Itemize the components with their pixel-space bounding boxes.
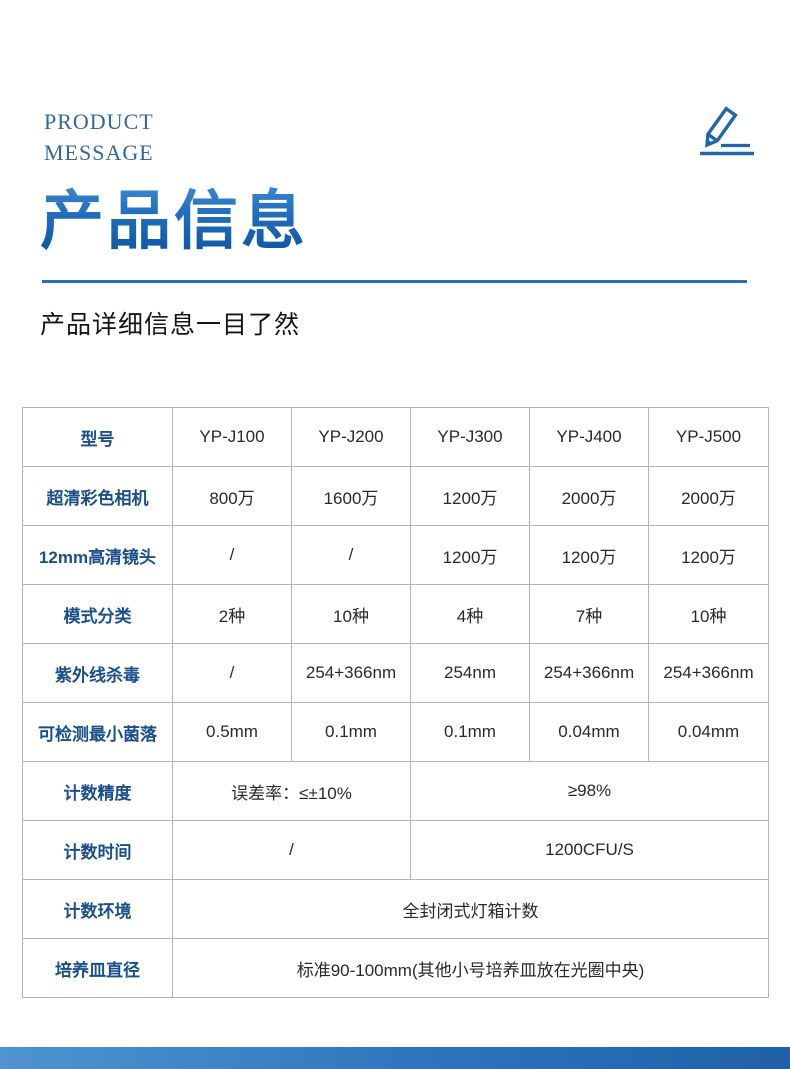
spec-cell: 标准90-100mm(其他小号培养皿放在光圈中央) bbox=[172, 938, 769, 998]
spec-cell: 0.5mm bbox=[172, 702, 292, 762]
table-row: 计数精度 误差率：≤±10% ≥98% bbox=[22, 761, 769, 821]
page-title: 产品信息 bbox=[40, 170, 308, 262]
spec-cell: 0.04mm bbox=[648, 702, 769, 762]
spec-cell: 254+366nm bbox=[291, 643, 411, 703]
spec-cell: 1200万 bbox=[529, 525, 649, 585]
spec-cell: 0.1mm bbox=[291, 702, 411, 762]
spec-cell: 800万 bbox=[172, 466, 292, 526]
pencil-edit-icon bbox=[696, 100, 758, 162]
spec-cell: 10种 bbox=[648, 584, 769, 644]
eyebrow-line2: MESSAGE bbox=[44, 140, 154, 165]
row-label: 超清彩色相机 bbox=[22, 466, 173, 526]
spec-table-body: 型号 YP-J100 YP-J200 YP-J300 YP-J400 YP-J500 超清彩… bbox=[22, 407, 769, 998]
table-row: 计数时间/1200CFU/S bbox=[22, 820, 769, 880]
row-label: 培养皿直径 bbox=[22, 938, 173, 998]
spec-cell: 1200CFU/S bbox=[410, 820, 769, 880]
pencil-tip bbox=[707, 139, 713, 145]
spec-cell: 2000万 bbox=[529, 466, 649, 526]
page-subtitle: 产品详细信息一目了然 bbox=[40, 312, 301, 339]
spec-cell: 1200万 bbox=[648, 525, 769, 585]
row-label: 计数精度 bbox=[22, 761, 173, 821]
row-label: 型号 bbox=[22, 407, 173, 467]
spec-cell: 10种 bbox=[291, 584, 411, 644]
spec-cell: 7种 bbox=[529, 584, 649, 644]
eyebrow-line1: PRODUCT bbox=[44, 109, 154, 134]
spec-cell: 全封闭式灯箱计数 bbox=[172, 879, 769, 939]
spec-cell: 1200万 bbox=[410, 466, 530, 526]
eyebrow-text: PRODUCT MESSAGE bbox=[44, 106, 154, 168]
spec-cell: 误差率：≤±10% bbox=[172, 761, 411, 821]
table-row: 模式分类 2种 10种 4种 7种 10种 bbox=[22, 584, 769, 644]
row-label: 模式分类 bbox=[22, 584, 173, 644]
spec-cell: YP-J400 bbox=[529, 407, 649, 467]
spec-cell: / bbox=[172, 643, 292, 703]
table-row: 12mm高清镜头 //1200万 1200万 1200万 bbox=[22, 525, 769, 585]
table-row: 计数环境 全封闭式灯箱计数 bbox=[22, 879, 769, 939]
spec-cell: YP-J500 bbox=[648, 407, 769, 467]
spec-cell: 1200万 bbox=[410, 525, 530, 585]
row-label: 可检测最小菌落 bbox=[22, 702, 173, 762]
title-divider bbox=[42, 280, 747, 283]
spec-cell: 2000万 bbox=[648, 466, 769, 526]
spec-cell: 1600万 bbox=[291, 466, 411, 526]
bottom-accent-bar bbox=[0, 1047, 790, 1069]
spec-cell: 254nm bbox=[410, 643, 530, 703]
spec-cell: 4种 bbox=[410, 584, 530, 644]
table-row: 培养皿直径 标准90-100mm(其他小号培养皿放在光圈中央) bbox=[22, 938, 769, 998]
row-label: 计数环境 bbox=[22, 879, 173, 939]
table-row: 紫外线杀毒/254+366nm 254nm 254+366nm 254+366nm bbox=[22, 643, 769, 703]
spec-cell: 2种 bbox=[172, 584, 292, 644]
spec-cell: / bbox=[172, 525, 292, 585]
spec-cell: 0.1mm bbox=[410, 702, 530, 762]
spec-cell: / bbox=[291, 525, 411, 585]
row-label: 计数时间 bbox=[22, 820, 173, 880]
spec-cell: 254+366nm bbox=[648, 643, 769, 703]
spec-cell: ≥98% bbox=[410, 761, 769, 821]
spec-cell: / bbox=[172, 820, 411, 880]
spec-cell: 0.04mm bbox=[529, 702, 649, 762]
table-row: 超清彩色相机 800万 1600万 1200万 2000万 2000万 bbox=[22, 466, 769, 526]
spec-cell: YP-J300 bbox=[410, 407, 530, 467]
spec-cell: YP-J200 bbox=[291, 407, 411, 467]
row-label: 12mm高清镜头 bbox=[22, 525, 173, 585]
table-row: 可检测最小菌落 0.5mm 0.1mm 0.1mm 0.04mm 0.04mm bbox=[22, 702, 769, 762]
spec-table: 型号 YP-J100 YP-J200 YP-J300 YP-J400 YP-J500 超清彩… bbox=[22, 407, 769, 998]
table-row: 型号 YP-J100 YP-J200 YP-J300 YP-J400 YP-J500 bbox=[22, 407, 769, 467]
spec-cell: YP-J100 bbox=[172, 407, 292, 467]
row-label: 紫外线杀毒 bbox=[22, 643, 173, 703]
spec-cell: 254+366nm bbox=[529, 643, 649, 703]
